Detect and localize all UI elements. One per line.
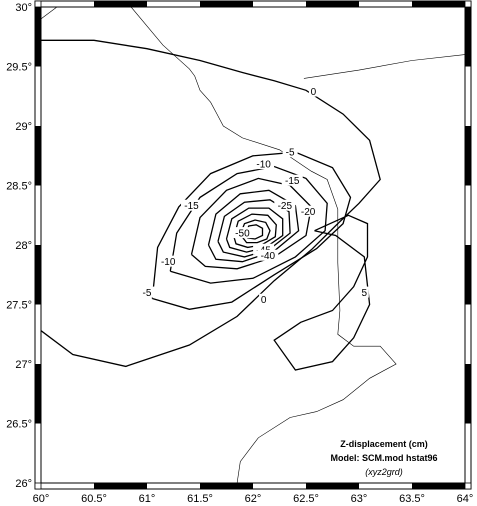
longitude-tick-label: 63.5° <box>399 493 425 505</box>
contour-line <box>239 219 271 244</box>
contour-label-bg <box>274 199 296 211</box>
frame-segment <box>35 7 41 67</box>
contour-label-bg <box>157 255 179 267</box>
longitude-tick-label: 62.5° <box>293 493 319 505</box>
contour-line <box>233 213 277 249</box>
frame-segment <box>465 245 471 305</box>
frame-segment <box>200 1 253 7</box>
contour-label-bg <box>259 293 269 305</box>
frame-segment <box>412 1 465 7</box>
frame-segment <box>35 126 41 186</box>
latitude-tick-label: 28.5° <box>6 181 32 193</box>
frame-corner <box>34 482 42 490</box>
contour-line <box>41 39 381 368</box>
contour-label: -20 <box>301 207 316 218</box>
frame-segment <box>306 1 359 7</box>
border-line <box>130 7 397 483</box>
contour-label: -10 <box>256 160 271 171</box>
contour-label-bg <box>253 158 275 170</box>
contour-label-bg <box>139 286 155 298</box>
border-line <box>41 7 58 20</box>
latitude-tick-labels: 30° 29.5° 29° 28.5° 28° 27.5° 27° 26.5° 26° <box>6 2 32 490</box>
legend-method: (xyz2grd) <box>365 467 403 477</box>
longitude-tick-label: 64° <box>457 493 474 505</box>
contour-line <box>225 207 284 253</box>
contour-line <box>273 214 371 371</box>
contour-label: 5 <box>362 288 368 299</box>
frame-corner <box>464 0 472 8</box>
frame-segment <box>94 483 147 489</box>
latitude-tick-label: 26.5° <box>6 419 32 431</box>
latitude-tick-label: 26° <box>15 478 32 490</box>
longitude-tick-labels: 60° 60.5° 61° 61.5° 62° 62.5° 63° 63.5° 64° <box>33 493 474 505</box>
contour-line <box>217 199 291 258</box>
legend-title: Z-displacement (cm) <box>340 439 428 449</box>
contour-label-bg <box>281 174 303 186</box>
longitude-tick-label: 61° <box>139 493 156 505</box>
contour-line <box>207 189 300 263</box>
contour-labels: 0-5-10-15-15-20-25-50-45-40-10-505 <box>139 85 369 306</box>
longitude-tick-label: 61.5° <box>187 493 213 505</box>
contour-label: -15 <box>285 176 300 187</box>
map-area <box>41 7 465 483</box>
frame-segment <box>465 126 471 186</box>
contour-label: -15 <box>184 201 199 212</box>
frame-segment <box>35 245 41 305</box>
contour-label-bg <box>359 286 369 298</box>
longitude-tick-label: 60.5° <box>81 493 107 505</box>
contour-label-bg <box>253 243 275 255</box>
contour-label: -25 <box>278 201 293 212</box>
contour-label: 0 <box>311 87 317 98</box>
latitude-tick-label: 28° <box>15 240 32 252</box>
country-borders <box>41 7 465 483</box>
contour-label-bg <box>297 205 319 217</box>
contour-label-bg <box>282 146 298 158</box>
legend-model: Model: SCM.mod hstat96 <box>330 453 437 463</box>
frame-corner <box>34 0 42 8</box>
frame-segment <box>465 364 471 424</box>
longitude-tick-label: 62° <box>245 493 262 505</box>
frame-segment <box>412 483 465 489</box>
frame-segment <box>306 483 359 489</box>
contour-label-bg <box>181 199 203 211</box>
frame-segment <box>200 483 253 489</box>
frame-segment <box>465 7 471 67</box>
contour-label: 0 <box>261 295 267 306</box>
contour-label: -5 <box>143 288 152 299</box>
latitude-tick-label: 29.5° <box>6 62 32 74</box>
latitude-tick-label: 27.5° <box>6 300 32 312</box>
map-frame <box>34 0 472 490</box>
contour-label-bg <box>231 227 253 239</box>
legend: Z-displacement (cm) Model: SCM.mod hstat… <box>330 439 437 477</box>
contour-label-bg <box>308 85 318 97</box>
contour-lines <box>41 39 381 371</box>
frame-segment <box>94 1 147 7</box>
longitude-tick-label: 60° <box>33 493 50 505</box>
contour-label: -40 <box>261 251 276 262</box>
latitude-tick-label: 30° <box>15 2 32 14</box>
frame-segment <box>35 364 41 424</box>
contour-label: -10 <box>161 257 176 268</box>
contour-label: -50 <box>235 229 250 240</box>
contour-label-bg <box>257 249 279 261</box>
border-line <box>303 54 465 79</box>
longitude-tick-label: 63° <box>351 493 368 505</box>
frame-corner <box>464 482 472 490</box>
latitude-tick-label: 27° <box>15 359 32 371</box>
latitude-tick-label: 29° <box>15 121 32 133</box>
contour-label: -5 <box>286 148 295 159</box>
